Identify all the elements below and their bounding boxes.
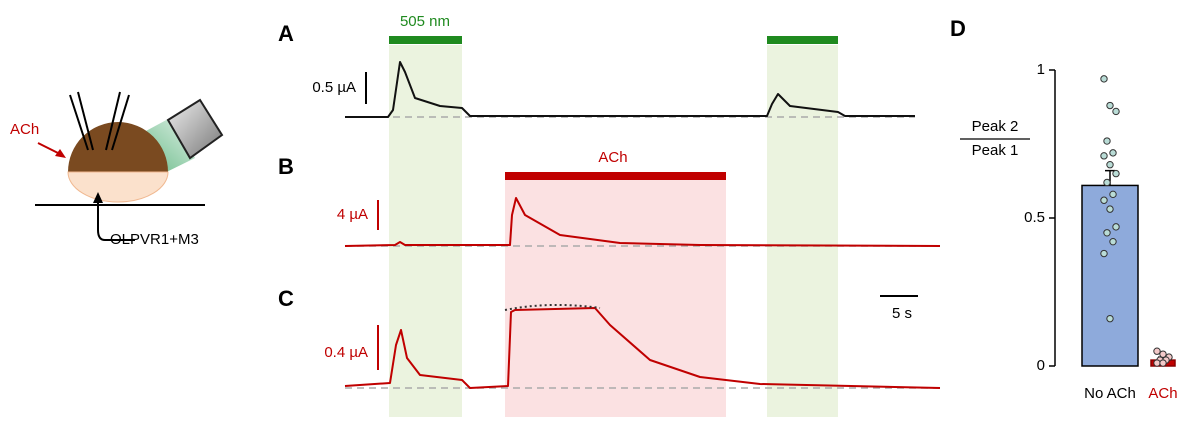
ach-bar [505, 172, 726, 180]
arrowhead [93, 192, 103, 203]
electrode [77, 91, 94, 151]
x-tick-label: No ACh [1084, 385, 1136, 402]
data-point [1106, 205, 1114, 213]
x-tick-label: ACh [1148, 385, 1177, 402]
data-point [1100, 152, 1108, 160]
y-tick-label: 0 [1037, 357, 1045, 374]
data-point [1109, 190, 1117, 199]
trace [344, 307, 941, 389]
data-point [1112, 169, 1120, 178]
light-bar [389, 36, 462, 44]
scale-label: 4 µA [337, 206, 368, 223]
y-tick-label: 0.5 [1024, 209, 1045, 226]
data-point [1109, 237, 1117, 246]
data-point [1106, 314, 1114, 323]
ach-window [505, 178, 726, 417]
data-point [1153, 359, 1161, 367]
stimulus-label: ACh [598, 149, 627, 166]
data-point [1153, 347, 1161, 355]
light-source [166, 98, 224, 160]
electrode [105, 91, 121, 151]
trace [345, 61, 915, 118]
panel-letter: A [278, 21, 294, 46]
trace [344, 197, 941, 247]
data-point [1100, 75, 1108, 83]
stimulus-label: 505 nm [400, 13, 450, 30]
scale-label: 0.4 µA [324, 344, 368, 361]
electrode [69, 94, 89, 151]
scale-label: 0.5 µA [312, 79, 356, 96]
cell-top [68, 122, 168, 172]
extrapolation [504, 303, 601, 311]
data-point [1159, 359, 1167, 367]
y-label: Peak 1 [972, 142, 1019, 159]
y-label: Peak 2 [972, 118, 1019, 135]
panel-letter: C [278, 286, 294, 311]
construct-label: OLPVR1+M3 [110, 231, 199, 248]
data-point [1103, 229, 1111, 237]
electrode [111, 94, 130, 151]
time-scale-label: 5 s [892, 305, 912, 322]
data-point [1103, 137, 1111, 145]
data-point [1100, 196, 1108, 204]
panel-letter: D [950, 16, 966, 41]
schematic: ACh OLPVR1+M3 [10, 91, 224, 248]
data-point [1112, 223, 1120, 231]
light-window [767, 45, 838, 417]
light-bar [767, 36, 838, 44]
data-point [1112, 107, 1120, 116]
arrowhead [55, 149, 66, 158]
ach-label: ACh [10, 121, 39, 138]
data-point [1109, 149, 1117, 157]
data-point [1100, 249, 1108, 258]
panel-letter: B [278, 154, 294, 179]
arrow [97, 200, 135, 241]
data-point [1103, 178, 1111, 187]
data-point [1106, 101, 1114, 110]
data-point [1106, 161, 1114, 169]
cell-bottom [67, 171, 169, 203]
bar-chart: D Peak 2 Peak 1 0 0.5 1 No ACh ACh [950, 16, 1178, 402]
data-point [1159, 350, 1167, 358]
bar [1081, 184, 1139, 367]
y-tick-label: 1 [1037, 61, 1045, 78]
